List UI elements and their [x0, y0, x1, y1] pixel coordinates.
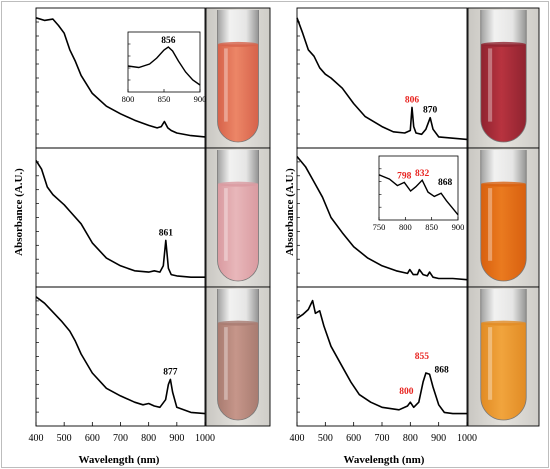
tube-glass	[217, 150, 259, 185]
liquid-meniscus	[217, 41, 259, 47]
tube-glass	[217, 10, 259, 45]
tube-highlight	[224, 48, 228, 122]
peak-label: 855	[415, 352, 430, 362]
tube-liquid	[480, 323, 527, 420]
tube-outline	[217, 289, 259, 421]
xlabel-left: Wavelength (nm)	[79, 454, 160, 466]
liquid-meniscus	[480, 41, 527, 47]
x-axis-ticks-group: 400 500 600 700 800 900 1000 400 500 600 700 800 900…	[29, 422, 477, 444]
peak-label: 868	[434, 365, 449, 375]
x-tick-label: 800	[141, 433, 156, 444]
x-tick-label: 700	[375, 433, 390, 444]
inset-peak-label: 832	[415, 169, 430, 179]
tube-outline	[480, 10, 527, 143]
liquid-meniscus	[217, 181, 259, 187]
panel-left-3: 877	[35, 286, 271, 427]
tube-glass	[480, 150, 527, 185]
inset-tick-label: 850	[425, 222, 438, 232]
inset-tick-label: 750	[373, 222, 386, 232]
vial-photo-right-2	[467, 147, 540, 288]
spectrum-line	[35, 17, 206, 138]
inset-peak-label: 798	[397, 171, 412, 181]
x-tick-label: 900	[169, 433, 184, 444]
x-tick-label: 1000	[195, 433, 215, 444]
ylabel-right: Absorbance (A.U.)	[284, 168, 296, 256]
x-tick-label: 900	[431, 433, 446, 444]
inset-left-1: 800 850 900 856	[122, 31, 207, 104]
inset-tick-label: 800	[399, 222, 412, 232]
spectrum-line	[35, 159, 205, 278]
vial-photo-left-1	[205, 7, 271, 149]
tube-liquid	[480, 184, 527, 281]
x-tick-label: 500	[318, 433, 333, 444]
inset-line	[378, 174, 459, 216]
inset-tick-label: 900	[452, 222, 465, 232]
spectrum-line	[296, 299, 467, 415]
inset-peak-label: 868	[438, 178, 453, 188]
tube-outline	[217, 10, 259, 143]
liquid-meniscus	[217, 320, 259, 326]
peak-label: 877	[163, 367, 178, 377]
spectrum-line	[296, 155, 468, 281]
vial-photo-left-2	[205, 147, 271, 288]
tube-highlight	[488, 48, 493, 122]
vial-photo-left-3	[205, 286, 271, 427]
tube-highlight	[224, 327, 228, 400]
tube-glass	[480, 289, 527, 324]
x-tick-label: 800	[403, 433, 418, 444]
tube-highlight	[488, 327, 493, 400]
x-tick-label: 500	[57, 433, 72, 444]
x-tick-label: 400	[290, 433, 305, 444]
peak-label: 806	[405, 95, 420, 105]
inset-frame	[127, 31, 201, 93]
x-tick-label: 1000	[457, 433, 477, 444]
tube-liquid	[217, 184, 259, 281]
panel-right-2: 750 800 850 900 798 832 868	[296, 147, 540, 288]
inset-tick-label: 800	[122, 94, 135, 104]
vial-photo-right-1	[467, 7, 540, 149]
panel-left-2: 861	[35, 147, 271, 288]
liquid-meniscus	[480, 181, 527, 187]
peak-label: 800	[399, 387, 414, 397]
x-tick-label: 400	[29, 433, 44, 444]
x-tick-label: 700	[113, 433, 128, 444]
tube-outline	[217, 150, 259, 282]
x-tick-label: 600	[346, 433, 361, 444]
tube-highlight	[488, 188, 493, 261]
tube-glass	[217, 289, 259, 324]
inset-frame	[378, 155, 459, 221]
inset-tick-label: 850	[158, 94, 171, 104]
tube-outline	[480, 150, 527, 282]
vial-photo-right-3	[467, 286, 540, 427]
inset-peak-label: 856	[161, 36, 176, 46]
tube-liquid	[217, 44, 259, 142]
inset-tick-label: 900	[194, 94, 207, 104]
tube-liquid	[217, 323, 259, 420]
spectrum-line	[35, 296, 206, 415]
tube-outline	[480, 289, 527, 421]
tube-highlight	[224, 188, 228, 261]
liquid-meniscus	[480, 320, 527, 326]
ylabel-left: Absorbance (A.U.)	[13, 168, 25, 256]
spectrum-line	[296, 17, 468, 141]
inset-line	[127, 46, 201, 86]
tube-liquid	[480, 44, 527, 142]
tube-glass	[480, 10, 527, 45]
peak-label: 861	[159, 228, 174, 238]
panel-left-1: 800 850 900 856	[35, 7, 271, 149]
inset-right-2: 750 800 850 900 798 832 868	[373, 155, 465, 232]
x-tick-label: 600	[85, 433, 100, 444]
xlabel-right: Wavelength (nm)	[344, 454, 425, 466]
peak-label: 870	[423, 106, 438, 116]
